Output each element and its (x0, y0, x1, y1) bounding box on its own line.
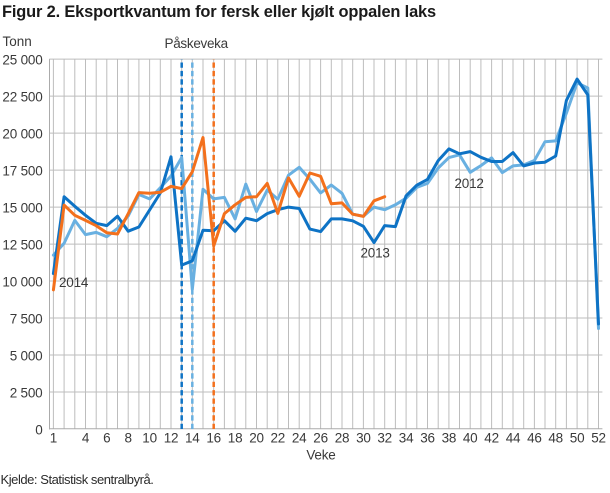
svg-text:5 000: 5 000 (10, 348, 43, 363)
svg-text:2012: 2012 (455, 176, 484, 191)
svg-text:48: 48 (548, 431, 563, 446)
svg-text:10 000: 10 000 (2, 274, 42, 289)
svg-text:36: 36 (420, 431, 435, 446)
svg-text:32: 32 (377, 431, 392, 446)
svg-text:2014: 2014 (59, 275, 89, 290)
svg-text:2013: 2013 (361, 246, 390, 261)
svg-text:12: 12 (164, 431, 179, 446)
svg-text:Kjelde: Statistisk sentralbyrå: Kjelde: Statistisk sentralbyrå. (1, 472, 154, 487)
svg-text:Påskeveka: Påskeveka (165, 36, 229, 51)
svg-text:18: 18 (228, 431, 243, 446)
svg-text:24: 24 (292, 431, 307, 446)
svg-text:28: 28 (335, 431, 350, 446)
svg-text:10: 10 (142, 431, 157, 446)
svg-text:Tonn: Tonn (3, 34, 32, 49)
svg-text:20: 20 (249, 431, 264, 446)
svg-text:46: 46 (527, 431, 542, 446)
svg-text:6: 6 (103, 431, 110, 446)
svg-text:40: 40 (463, 431, 478, 446)
svg-text:Figur 2. Eksportkvantum for fe: Figur 2. Eksportkvantum for fersk eller … (2, 3, 436, 21)
svg-text:8: 8 (125, 431, 132, 446)
svg-text:25 000: 25 000 (2, 52, 42, 67)
svg-text:17 500: 17 500 (2, 163, 42, 178)
svg-text:50: 50 (570, 431, 585, 446)
svg-text:26: 26 (313, 431, 328, 446)
svg-text:7 500: 7 500 (10, 311, 43, 326)
svg-text:52: 52 (591, 431, 606, 446)
svg-text:22: 22 (270, 431, 285, 446)
svg-text:12 500: 12 500 (2, 237, 42, 252)
svg-text:38: 38 (442, 431, 457, 446)
svg-text:2 500: 2 500 (10, 385, 43, 400)
svg-text:44: 44 (506, 431, 521, 446)
svg-text:42: 42 (484, 431, 499, 446)
svg-text:15 000: 15 000 (2, 200, 42, 215)
svg-text:30: 30 (356, 431, 371, 446)
svg-text:Veke: Veke (306, 448, 335, 463)
svg-text:20 000: 20 000 (2, 126, 42, 141)
svg-text:34: 34 (399, 431, 414, 446)
svg-text:16: 16 (206, 431, 221, 446)
svg-text:0: 0 (35, 422, 42, 437)
svg-text:4: 4 (82, 431, 90, 446)
svg-text:1: 1 (50, 431, 57, 446)
svg-text:14: 14 (185, 431, 200, 446)
svg-text:22 500: 22 500 (2, 89, 42, 104)
